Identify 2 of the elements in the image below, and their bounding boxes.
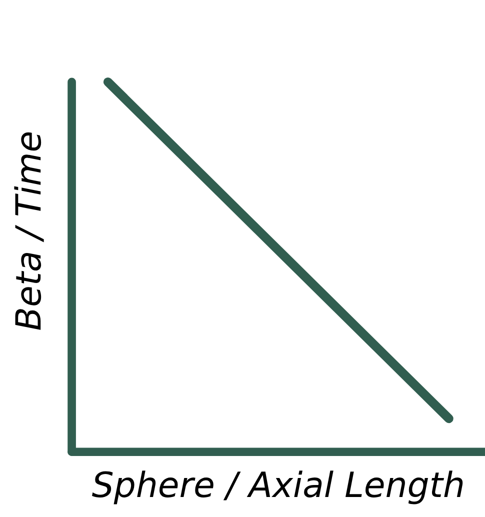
y-axis-title: Beta / Time <box>14 132 44 330</box>
x-axis-title: Sphere / Axial Length <box>92 470 463 504</box>
